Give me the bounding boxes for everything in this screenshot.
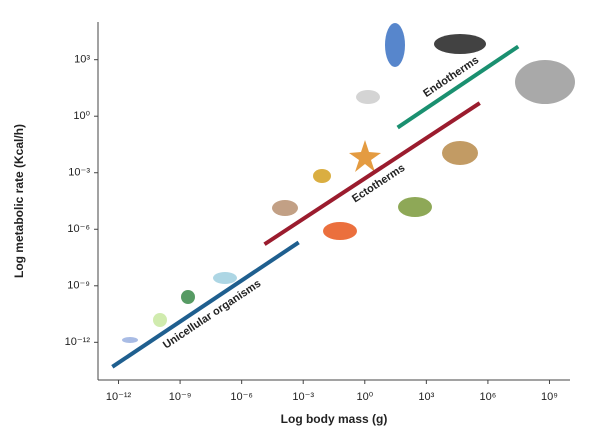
x-tick-label: 10⁻⁶ bbox=[230, 391, 253, 403]
y-tick-label: 10⁻⁹ bbox=[67, 280, 90, 292]
x-tick-label: 10⁰ bbox=[356, 391, 373, 403]
decorations bbox=[122, 23, 575, 343]
frog-icon bbox=[398, 197, 432, 217]
fish-icon bbox=[323, 222, 357, 240]
y-tick-label: 10⁻⁶ bbox=[67, 223, 90, 235]
x-tick-label: 10³ bbox=[418, 391, 434, 403]
bacterium-icon bbox=[122, 337, 138, 343]
y-tick-label: 10⁻¹² bbox=[65, 336, 91, 348]
x-tick-label: 10⁶ bbox=[480, 391, 497, 403]
bee-icon bbox=[313, 169, 331, 183]
cell-icon bbox=[153, 313, 167, 327]
x-tick-label: 10⁻³ bbox=[292, 391, 314, 403]
y-axis-label: Log metabolic rate (Kcal/h) bbox=[12, 124, 26, 278]
x-tick-label: 10⁻⁹ bbox=[169, 391, 192, 403]
mouse-icon bbox=[356, 90, 380, 104]
y-tick-label: 10³ bbox=[74, 54, 90, 66]
series-line bbox=[396, 44, 520, 130]
protist-icon bbox=[213, 272, 237, 284]
y-tick-label: 10⁻³ bbox=[68, 167, 90, 179]
series-line bbox=[263, 101, 481, 246]
x-tick-label: 10⁻¹² bbox=[106, 391, 132, 403]
x-tick-label: 10⁹ bbox=[541, 391, 558, 403]
snail-icon bbox=[272, 200, 298, 216]
x-axis-label: Log body mass (g) bbox=[281, 412, 388, 426]
starfish-icon bbox=[349, 140, 381, 172]
series-line bbox=[111, 240, 300, 369]
cell-icon bbox=[181, 290, 195, 304]
y-tick-label: 10⁰ bbox=[73, 110, 90, 122]
series-label: Unicellular organisms bbox=[161, 278, 263, 352]
orca-icon bbox=[434, 34, 486, 54]
elephant-icon bbox=[515, 60, 575, 104]
snake-icon bbox=[442, 141, 478, 165]
bird-icon bbox=[385, 23, 405, 67]
